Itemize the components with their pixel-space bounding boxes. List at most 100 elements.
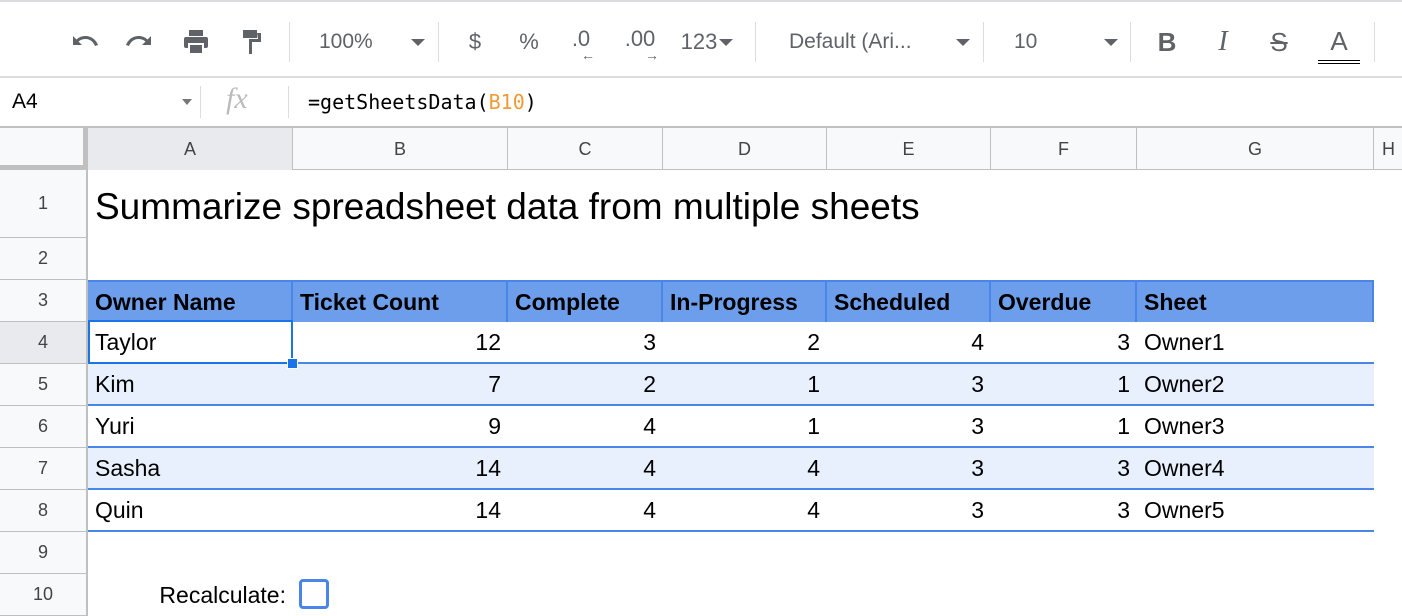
table-cell[interactable]: 3: [1117, 328, 1130, 355]
table-cell[interactable]: 4: [807, 454, 820, 481]
row-header-8[interactable]: 8: [0, 490, 88, 532]
percent-button[interactable]: %: [519, 29, 539, 54]
column-header-e[interactable]: E: [827, 128, 991, 170]
chevron-down-icon: [956, 38, 970, 46]
recalculate-checkbox[interactable]: [299, 579, 329, 609]
header-cell[interactable]: Complete: [508, 282, 663, 322]
table-cell[interactable]: Quin: [95, 496, 144, 523]
row-header-4[interactable]: 4: [0, 322, 88, 364]
table-cell[interactable]: 2: [807, 328, 820, 355]
chevron-down-icon: [182, 99, 192, 105]
font-value: Default (Ari...: [789, 30, 912, 53]
name-box[interactable]: A4: [12, 78, 192, 126]
zoom-value: 100%: [319, 30, 373, 53]
row-header-9[interactable]: 9: [0, 532, 88, 574]
table-cell[interactable]: Owner4: [1144, 454, 1225, 481]
more-formats-label: 123: [680, 29, 718, 54]
header-cell[interactable]: In-Progress: [663, 282, 827, 322]
column-header-b[interactable]: B: [293, 128, 508, 170]
column-header-f[interactable]: F: [991, 128, 1137, 170]
column-headers: A B C D E F G H: [0, 128, 1402, 170]
header-cell[interactable]: Ticket Count: [293, 282, 508, 322]
column-header-h[interactable]: H: [1374, 128, 1402, 170]
table-cell[interactable]: Owner5: [1144, 496, 1225, 523]
italic-button[interactable]: I: [1218, 26, 1228, 57]
table-cell[interactable]: 7: [488, 370, 501, 397]
column-header-a[interactable]: A: [88, 128, 293, 170]
table-row: Quin 14 4 4 3 3 Owner5: [88, 490, 1374, 532]
table-cell[interactable]: 14: [475, 454, 501, 481]
table-cell[interactable]: Kim: [95, 370, 135, 397]
strikethrough-button[interactable]: S: [1270, 26, 1288, 57]
more-formats-button[interactable]: 123: [674, 22, 740, 62]
formula-text: ): [524, 90, 537, 114]
table-cell[interactable]: 12: [475, 328, 501, 355]
redo-icon[interactable]: [120, 22, 160, 62]
table-cell[interactable]: 1: [807, 412, 820, 439]
row-header-2[interactable]: 2: [0, 238, 88, 280]
table-cell[interactable]: 3: [1117, 454, 1130, 481]
column-header-c[interactable]: C: [508, 128, 663, 170]
font-select[interactable]: Default (Ari...: [775, 22, 970, 62]
currency-button[interactable]: $: [468, 29, 482, 54]
table-row: Sasha 14 4 4 3 3 Owner4: [88, 448, 1374, 490]
table-cell[interactable]: 4: [643, 496, 656, 523]
table-cell[interactable]: 2: [643, 370, 656, 397]
select-all-corner[interactable]: [0, 128, 88, 170]
table-row: Yuri 9 4 1 3 1 Owner3: [88, 406, 1374, 448]
decrease-decimal-button[interactable]: .0 ←: [562, 22, 600, 62]
table-cell[interactable]: 3: [971, 454, 984, 481]
row-header-7[interactable]: 7: [0, 448, 88, 490]
header-cell[interactable]: Owner Name: [88, 282, 293, 322]
formula-reference: B10: [488, 90, 525, 114]
table-cell[interactable]: Owner2: [1144, 370, 1225, 397]
table-cell[interactable]: 9: [488, 412, 501, 439]
zoom-select[interactable]: 100%: [305, 22, 425, 62]
undo-icon[interactable]: [64, 22, 104, 62]
table-row: Taylor 12 3 2 4 3 Owner1: [88, 322, 1374, 364]
table-cell[interactable]: Yuri: [95, 412, 135, 439]
row-header-5[interactable]: 5: [0, 364, 88, 406]
formula-bar: A4 fx =getSheetsData(B10): [0, 78, 1402, 128]
column-header-g[interactable]: G: [1137, 128, 1374, 170]
header-cell[interactable]: Scheduled: [827, 282, 991, 322]
table-cell[interactable]: Owner3: [1144, 412, 1225, 439]
decrease-decimal-label: .0: [571, 26, 591, 51]
row-header-3[interactable]: 3: [0, 280, 88, 322]
sheet-title[interactable]: Summarize spreadsheet data from multiple…: [95, 186, 920, 227]
header-cell[interactable]: Overdue: [991, 282, 1137, 322]
header-cell[interactable]: Sheet: [1137, 282, 1374, 322]
table-cell[interactable]: 14: [475, 496, 501, 523]
table-cell[interactable]: 3: [971, 496, 984, 523]
table-cell[interactable]: 1: [1117, 370, 1130, 397]
table-cell[interactable]: Sasha: [95, 454, 161, 481]
table-cell[interactable]: 1: [1117, 412, 1130, 439]
table-cell[interactable]: 3: [1117, 496, 1130, 523]
row-header-1[interactable]: 1: [0, 170, 88, 238]
increase-decimal-button[interactable]: .00 →: [618, 22, 662, 62]
increase-decimal-label: .00: [624, 26, 656, 51]
table-header-row: Owner Name Ticket Count Complete In-Progres…: [88, 280, 1374, 322]
font-size-select[interactable]: 10: [1000, 22, 1118, 62]
print-icon[interactable]: [176, 22, 216, 62]
chevron-down-icon: [1104, 38, 1118, 46]
paint-format-icon[interactable]: [232, 22, 272, 62]
row-header-6[interactable]: 6: [0, 406, 88, 448]
font-size-value: 10: [1014, 30, 1038, 53]
bold-button[interactable]: B: [1157, 26, 1177, 57]
formula-text: =getSheetsData(: [308, 90, 489, 114]
table-cell[interactable]: Taylor: [95, 328, 157, 355]
text-color-button[interactable]: A: [1318, 22, 1360, 64]
table-cell[interactable]: 4: [971, 328, 984, 355]
table-cell[interactable]: 3: [971, 370, 984, 397]
formula-input[interactable]: =getSheetsData(B10): [308, 78, 537, 126]
column-header-d[interactable]: D: [663, 128, 827, 170]
table-cell[interactable]: 4: [807, 496, 820, 523]
table-cell[interactable]: 4: [643, 412, 656, 439]
table-cell[interactable]: Owner1: [1144, 328, 1225, 355]
chevron-down-icon: [719, 38, 734, 46]
table-cell[interactable]: 1: [807, 370, 820, 397]
table-cell[interactable]: 3: [643, 328, 656, 355]
table-cell[interactable]: 3: [971, 412, 984, 439]
table-cell[interactable]: 4: [643, 454, 656, 481]
